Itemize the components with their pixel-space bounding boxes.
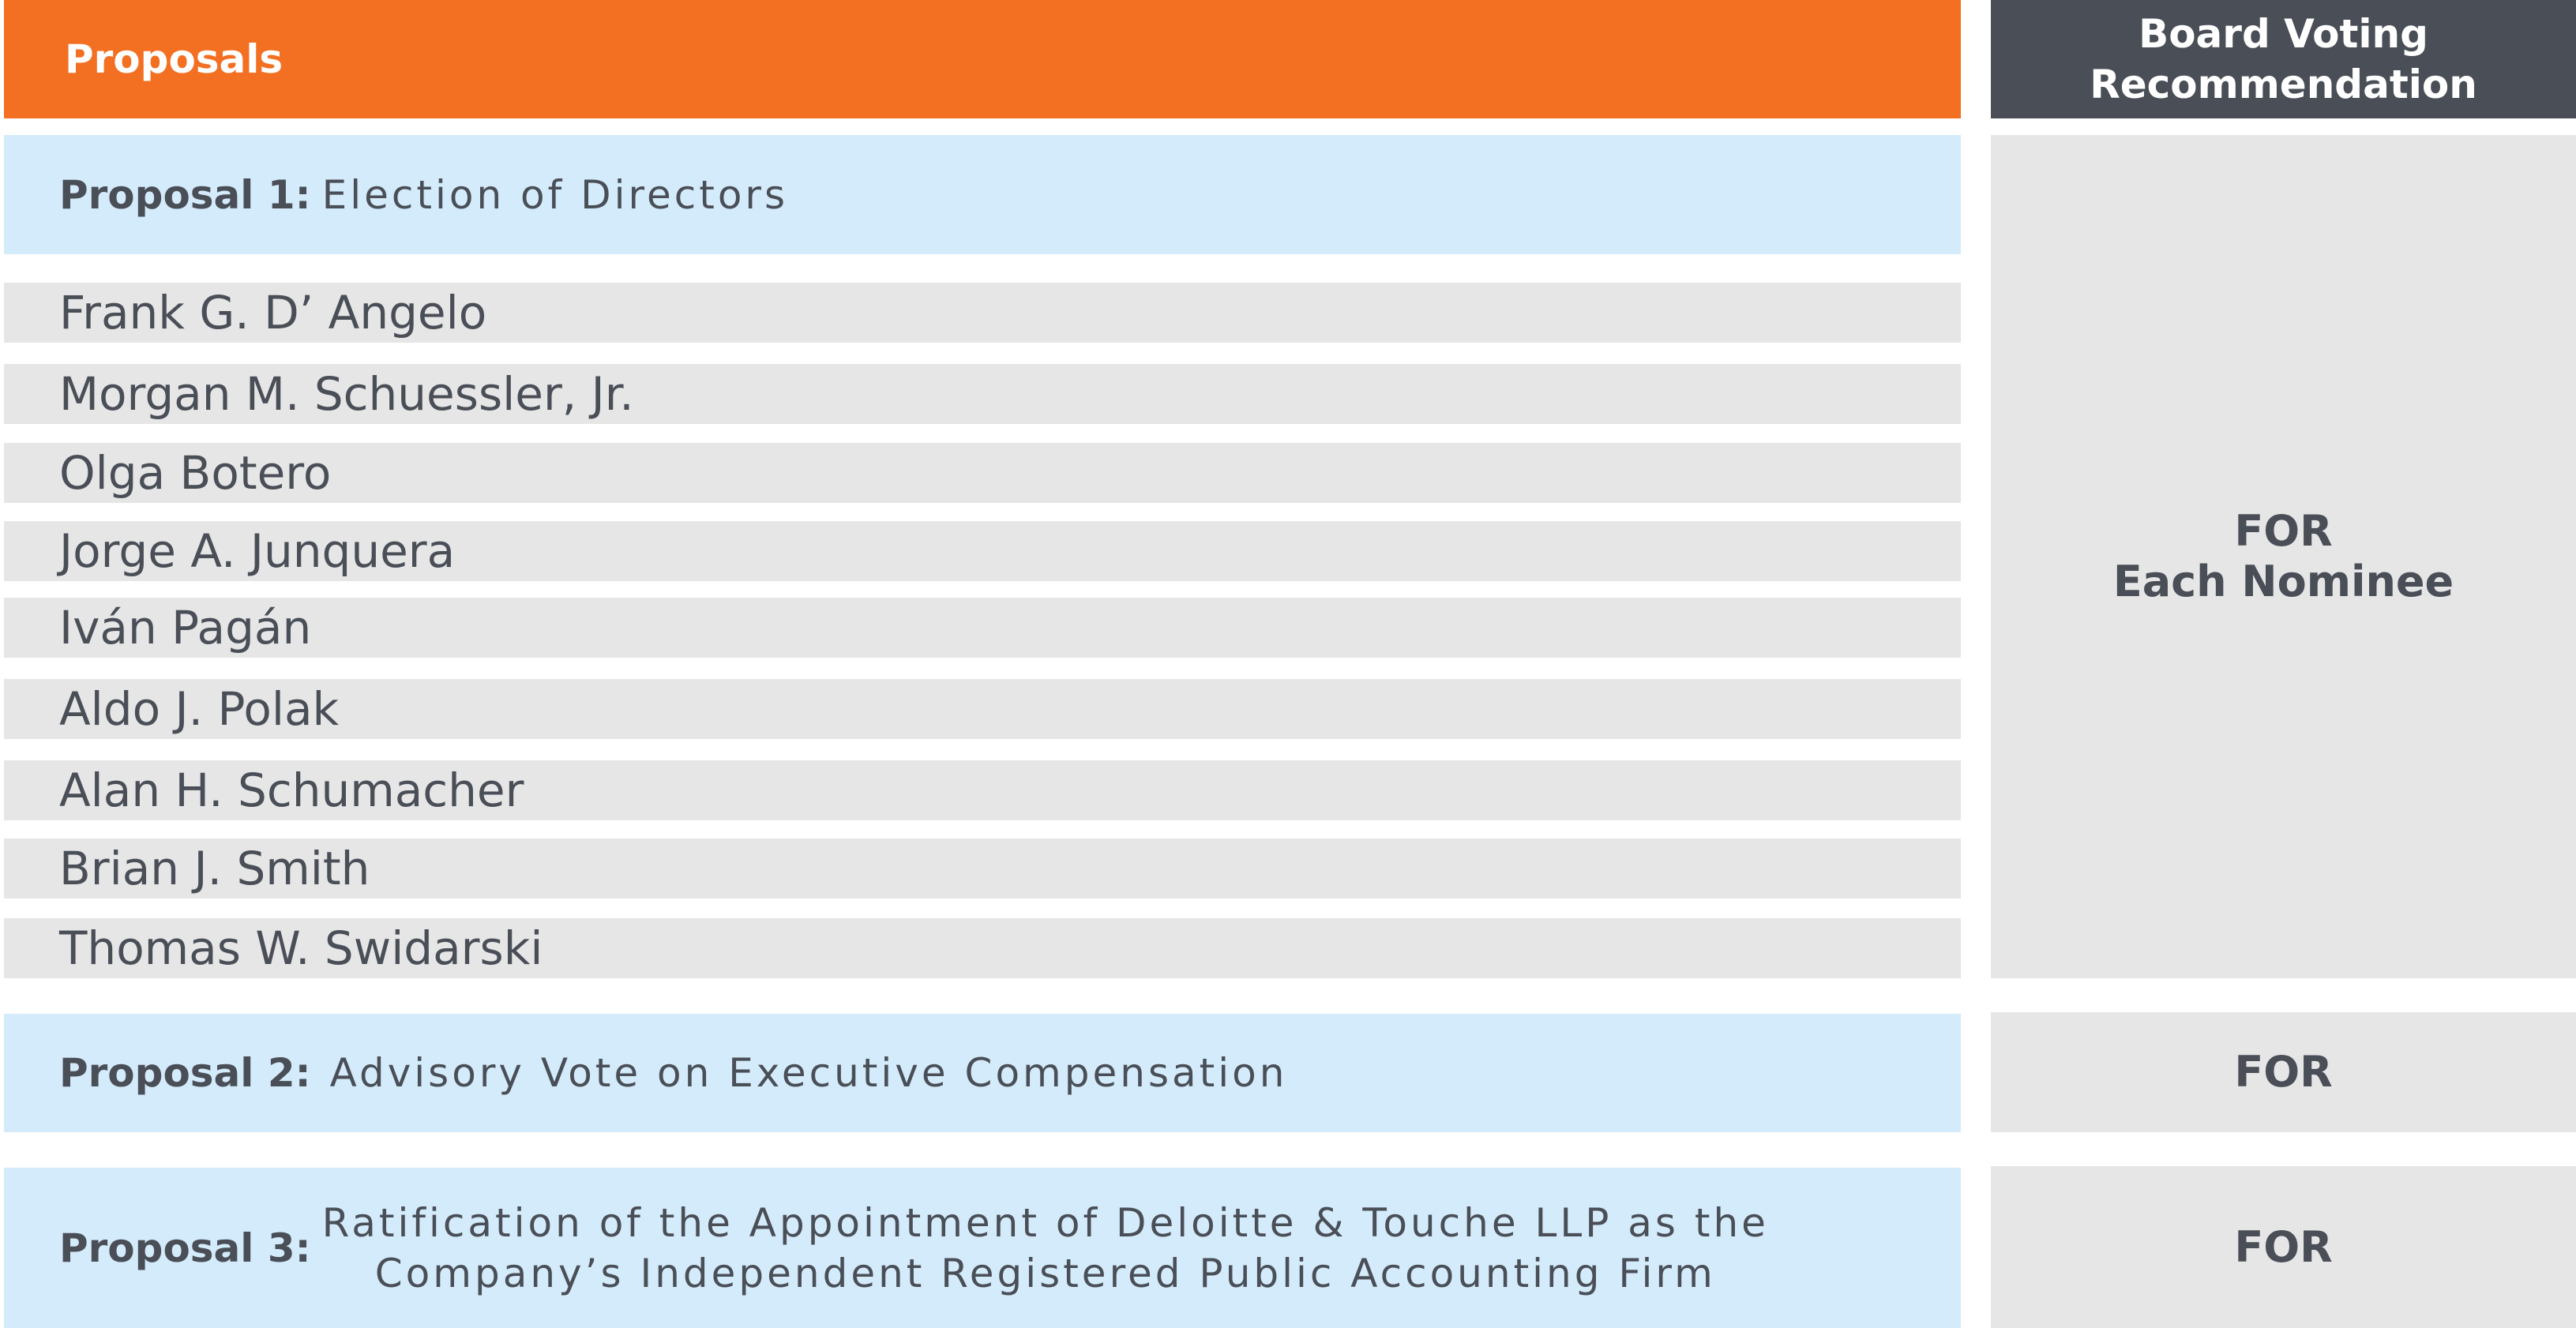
nominee-row: Brian J. Smith <box>4 838 1961 898</box>
proposal-3-label: Proposal 3: <box>59 1225 311 1271</box>
nominee-row: Olga Botero <box>4 443 1961 503</box>
nominee-row: Thomas W. Swidarski <box>4 918 1961 978</box>
proposals-header-label: Proposals <box>65 36 283 82</box>
nominee-row: Jorge A. Junquera <box>4 521 1961 581</box>
recommendation-header-line1: Board Voting <box>2139 9 2428 59</box>
nominee-name: Morgan M. Schuessler, Jr. <box>59 367 634 421</box>
recommendation-header: Board Voting Recommendation <box>1991 0 2576 118</box>
recommendation-header-line2: Recommendation <box>2090 59 2477 110</box>
nominee-row: Frank G. D’ Angelo <box>4 283 1961 343</box>
proposal-2-title: Advisory Vote on Executive Compensation <box>330 1050 1288 1096</box>
nominee-name: Thomas W. Swidarski <box>59 921 543 975</box>
proposal-1-recommendation-scope: Each Nominee <box>2113 557 2454 607</box>
nominee-name: Frank G. D’ Angelo <box>59 286 486 340</box>
nominee-name: Olga Botero <box>59 446 331 500</box>
nominee-row: Iván Pagán <box>4 598 1961 658</box>
proposal-3-recommendation-vote: FOR <box>2234 1222 2332 1273</box>
proposal-3-recommendation: FOR <box>1991 1166 2576 1328</box>
nominee-name: Alan H. Schumacher <box>59 763 524 817</box>
proposal-2-row: Proposal 2: Advisory Vote on Executive C… <box>4 1014 1961 1132</box>
proposal-2-label: Proposal 2: <box>59 1050 311 1096</box>
proposal-3-title: Ratification of the Appointment of Deloi… <box>322 1198 1769 1299</box>
nominee-name: Jorge A. Junquera <box>59 524 455 578</box>
nominee-name: Aldo J. Polak <box>59 682 339 736</box>
proposal-3-title-line1: Ratification of the Appointment of Deloi… <box>322 1200 1769 1246</box>
proposal-2-recommendation-vote: FOR <box>2234 1047 2332 1097</box>
proposal-2-recommendation: FOR <box>1991 1012 2576 1132</box>
nominee-name: Iván Pagán <box>59 601 311 655</box>
proposal-1-recommendation-vote: FOR <box>2234 506 2332 557</box>
proposal-1-label: Proposal 1: <box>59 172 311 218</box>
proposals-header: Proposals <box>4 0 1961 118</box>
proposal-1-title: Election of Directors <box>322 172 788 218</box>
nominee-row: Morgan M. Schuessler, Jr. <box>4 364 1961 424</box>
nominee-name: Brian J. Smith <box>59 842 370 895</box>
proposal-1-recommendation: FOR Each Nominee <box>1991 135 2576 978</box>
nominee-row: Alan H. Schumacher <box>4 760 1961 820</box>
proposal-3-row: Proposal 3: Ratification of the Appointm… <box>4 1168 1961 1328</box>
nominee-row: Aldo J. Polak <box>4 679 1961 739</box>
proposal-3-title-line2: Company’s Independent Registered Public … <box>375 1251 1716 1296</box>
proposal-1-row: Proposal 1: Election of Directors <box>4 135 1961 254</box>
